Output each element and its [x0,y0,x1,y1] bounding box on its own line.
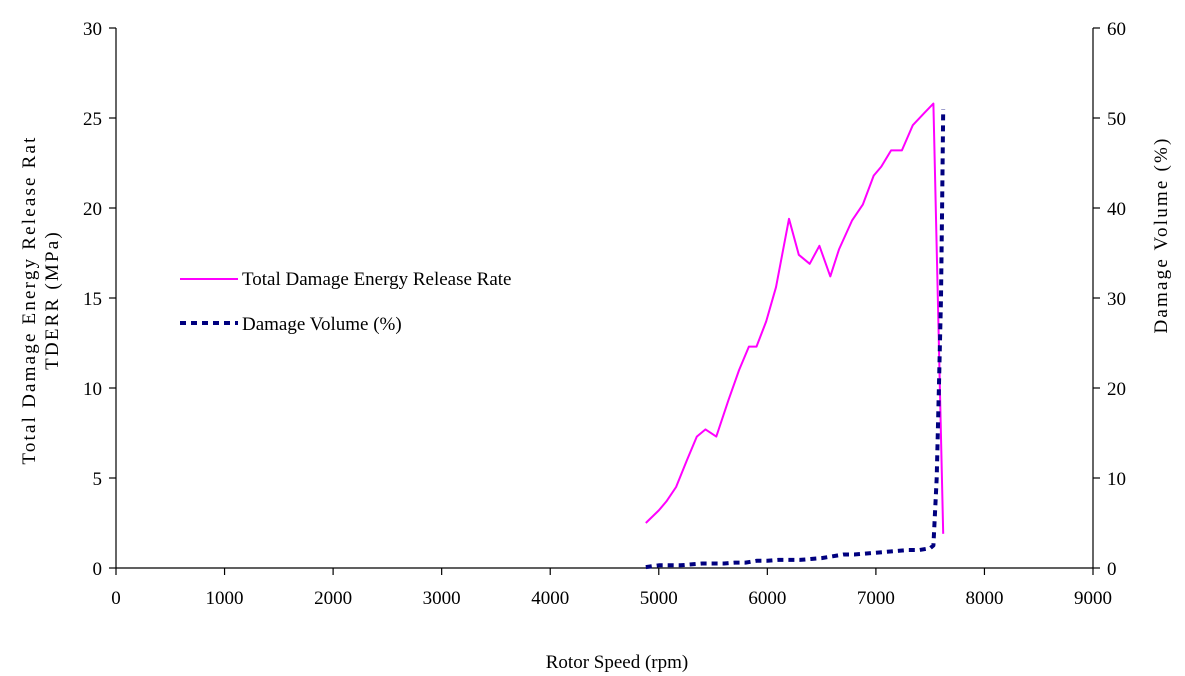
y-axis-right-title: Damage Volume (%) [1151,136,1172,333]
x-tick-label-4000: 4000 [531,588,569,609]
x-tick-label-9000: 9000 [1074,588,1112,609]
x-tick-label-6000: 6000 [748,588,786,609]
x-tick-label-7000: 7000 [857,588,895,609]
y-right-tick-label-10: 10 [1107,469,1126,490]
legend-label-tderr: Total Damage Energy Release Rate [242,269,512,290]
x-tick-label-8000: 8000 [965,588,1003,609]
y-right-tick-label-20: 20 [1107,379,1126,400]
x-tick-label-3000: 3000 [423,588,461,609]
y-right-tick-label-30: 30 [1107,289,1126,310]
axes-layer [115,28,1094,569]
series-line-0 [645,102,945,534]
x-tick-label-5000: 5000 [640,588,678,609]
series-line-1 [645,108,946,570]
series-layer [645,102,946,570]
y-left-tick-label-5: 5 [93,469,103,490]
legend: Total Damage Energy Release Rate Damage … [180,269,512,335]
y-right-tick-label-40: 40 [1107,199,1126,220]
legend-label-damage-volume: Damage Volume (%) [242,314,402,335]
y-left-tick-label-30: 30 [83,19,102,40]
x-tick-label-2000: 2000 [314,588,352,609]
x-tick-label-1000: 1000 [206,588,244,609]
y-right-tick-label-0: 0 [1107,559,1117,580]
y-left-tick-label-15: 15 [83,289,102,310]
y-left-tick-label-0: 0 [93,559,103,580]
ticks-layer: 0 1000 2000 3000 4000 5000 6000 7000 8000 9000 0 5 1… [83,19,1126,609]
x-tick-label-0: 0 [111,588,121,609]
y-axis-left-title-line2: TDERR (MPa) [42,230,63,370]
y-left-tick-label-20: 20 [83,199,102,220]
y-left-tick-label-10: 10 [83,379,102,400]
y-right-tick-label-60: 60 [1107,19,1126,40]
y-right-tick-label-50: 50 [1107,109,1126,130]
y-axis-left-title-line1: Total Damage Energy Release Rat [19,135,40,464]
y-left-tick-label-25: 25 [83,109,102,130]
x-axis-title: Rotor Speed (rpm) [546,652,688,673]
